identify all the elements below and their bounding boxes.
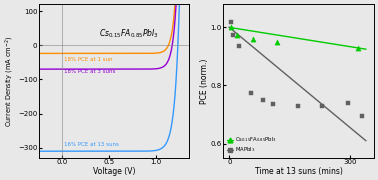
Point (234, 33, 240, 36)
Point (345, 102, 351, 104)
X-axis label: Time at 13 suns (mins): Time at 13 suns (mins) (255, 167, 342, 176)
Point (294, 104, 301, 107)
Point (260, 98, 266, 101)
Y-axis label: PCE (norm.): PCE (norm.) (200, 58, 209, 104)
Legend: Cs$_{0.15}$FA$_{0.85}$PbI$_3$, MAPbI$_3$: Cs$_{0.15}$FA$_{0.85}$PbI$_3$, MAPbI$_3$ (226, 134, 278, 155)
Point (359, 114, 365, 117)
Point (228, 20, 234, 23)
Point (274, 40, 280, 43)
Point (230, 33, 236, 36)
Point (236, 45, 242, 48)
Text: 18% PCE at 1 sun: 18% PCE at 1 sun (64, 57, 113, 62)
Y-axis label: Current Density (mA cm$^{-2}$): Current Density (mA cm$^{-2}$) (4, 35, 17, 127)
Point (270, 103, 276, 106)
Point (248, 91, 254, 94)
Text: 16% PCE at 13 suns: 16% PCE at 13 suns (64, 142, 119, 147)
Text: Cs$_{0.15}$FA$_{0.85}$PbI$_3$: Cs$_{0.15}$FA$_{0.85}$PbI$_3$ (99, 27, 159, 40)
Point (228, 26, 234, 29)
Point (355, 46, 361, 49)
X-axis label: Voltage (V): Voltage (V) (93, 167, 135, 176)
Point (250, 38, 256, 40)
Point (319, 104, 325, 107)
Text: 18% PCE at 3 suns: 18% PCE at 3 suns (64, 69, 115, 74)
